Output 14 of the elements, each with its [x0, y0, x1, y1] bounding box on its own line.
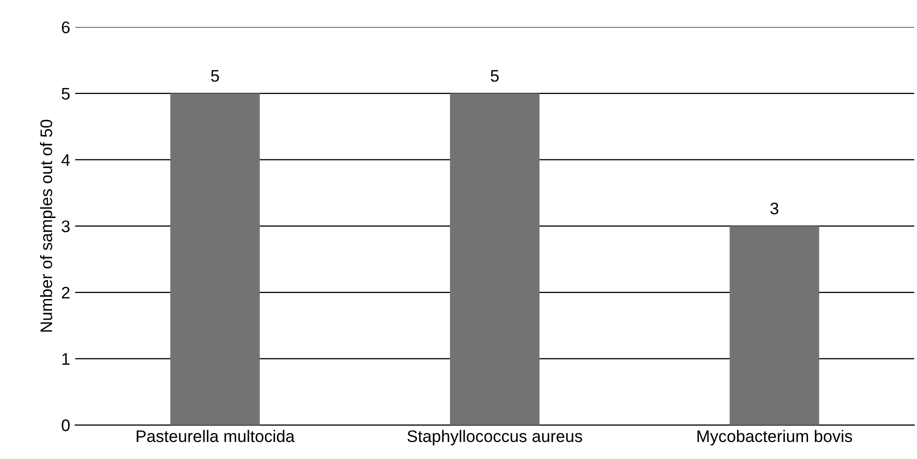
data-label: 5 — [211, 70, 219, 82]
y-tick-label: 2 — [62, 286, 70, 298]
y-tick-label: 4 — [61, 154, 70, 166]
x-tick-label: Pasteurella multocida — [136, 430, 295, 442]
data-label: 5 — [490, 70, 499, 82]
y-axis-title: Number of samples out of 50 — [40, 120, 56, 332]
y-tick-label: 0 — [62, 419, 70, 432]
x-tick-label: Staphyllococcus aureus — [407, 430, 582, 446]
y-tick-label: 3 — [62, 220, 70, 232]
y-tick-label: 1 — [62, 353, 70, 365]
y-tick-label: 5 — [62, 88, 70, 100]
data-label: 3 — [770, 202, 778, 214]
y-tick-label: 6 — [62, 21, 70, 34]
x-tick-label: Mycobacterium bovis — [698, 430, 852, 446]
